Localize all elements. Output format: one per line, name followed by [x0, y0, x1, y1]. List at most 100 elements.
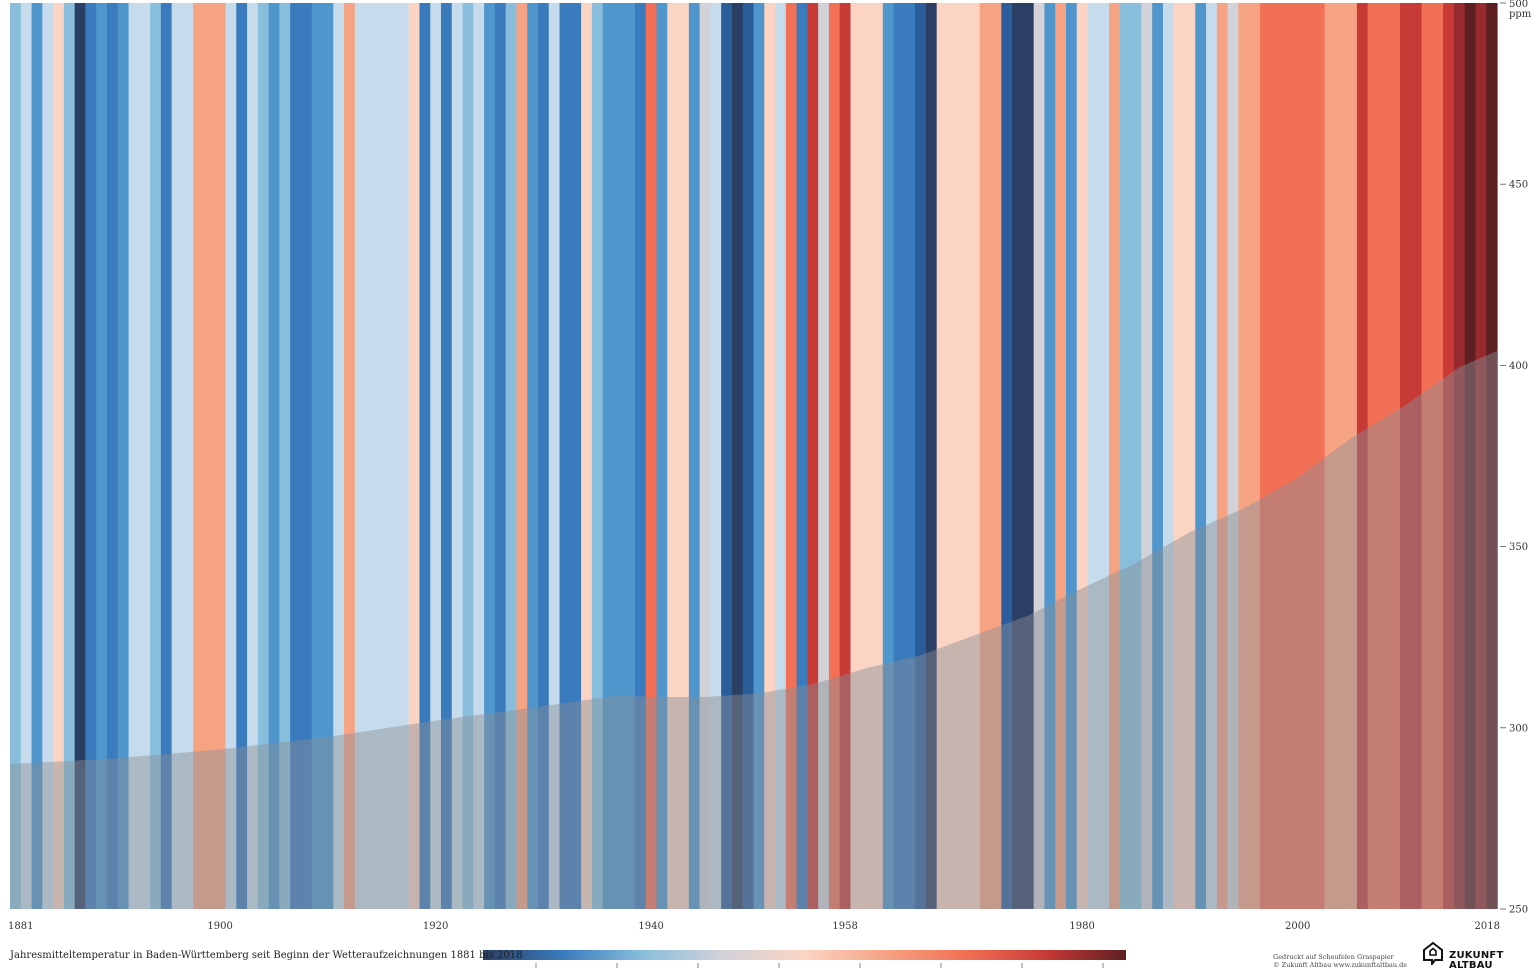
stripe-2014: [1443, 3, 1455, 909]
co2-axis: 250 300 350 400 450 500: [1500, 0, 1528, 916]
co2-tick-label-300: 300: [1509, 723, 1528, 734]
year-label-1958: 1958: [832, 921, 857, 932]
stripe-1947: [721, 3, 733, 909]
stripe-1970: [969, 3, 981, 909]
stripe-1938: [624, 3, 636, 909]
stripe-1983: [1109, 3, 1121, 909]
stripe-1901: [225, 3, 237, 909]
stripe-1943: [678, 3, 690, 909]
stripe-1987: [1152, 3, 1164, 909]
temperature-stripes: [10, 3, 1498, 909]
stripe-1981: [1087, 3, 1099, 909]
stripe-1989: [1173, 3, 1186, 909]
stripe-1914: [365, 3, 377, 909]
chart-caption: Jahresmitteltemperatur in Baden-Württemb…: [10, 950, 523, 961]
year-label-2000: 2000: [1285, 921, 1310, 932]
stripe-1945: [699, 3, 711, 909]
co2-area: [10, 350, 1497, 909]
stripe-2000: [1292, 3, 1304, 909]
stripe-1912: [344, 3, 356, 909]
year-label-1900: 1900: [207, 921, 232, 932]
stripe-1904: [257, 3, 270, 909]
stripe-1883: [31, 3, 43, 909]
stripe-1908: [300, 3, 313, 909]
stripe-1894: [150, 3, 162, 909]
co2-tick-label-350: 350: [1509, 542, 1528, 553]
stripe-1959: [850, 3, 862, 909]
stripe-1977: [1044, 3, 1056, 909]
stripe-1927: [505, 3, 518, 909]
stripe-2008: [1378, 3, 1390, 909]
stripe-1969: [958, 3, 970, 909]
stripe-1906: [279, 3, 291, 909]
year-label-1940: 1940: [638, 921, 663, 932]
stripe-2006: [1356, 3, 1369, 909]
stripe-1923: [462, 3, 474, 909]
co2-axis-unit: ppm: [1509, 9, 1532, 20]
stripe-1994: [1227, 3, 1239, 909]
stripe-1892: [128, 3, 140, 909]
stripe-1963: [893, 3, 905, 909]
stripe-2013: [1432, 3, 1444, 909]
year-label-1881: 1881: [8, 921, 33, 932]
stripe-1915: [376, 3, 388, 909]
logo-line2: ALTBAU: [1449, 960, 1493, 969]
stripe-1933: [570, 3, 582, 909]
stripe-1986: [1141, 3, 1153, 909]
stripe-1930: [537, 3, 550, 909]
stripe-1972: [990, 3, 1002, 909]
year-label-2018: 2018: [1475, 921, 1500, 932]
stripe-2017: [1475, 3, 1487, 909]
stripe-1889: [96, 3, 108, 909]
stripe-1985: [1130, 3, 1143, 909]
stripe-1999: [1281, 3, 1293, 909]
stripe-1885: [53, 3, 65, 909]
stripe-1913: [354, 3, 367, 909]
stripe-2003: [1324, 3, 1336, 909]
stripe-1949: [742, 3, 755, 909]
stripe-1939: [634, 3, 647, 909]
stripe-1893: [139, 3, 151, 909]
stripe-1916: [387, 3, 399, 909]
zukunft-altbau-logo: ZUKUNFT ALTBAU: [1422, 941, 1532, 969]
stripe-1921: [441, 3, 453, 909]
stripe-1997: [1259, 3, 1272, 909]
stripe-2015: [1453, 3, 1466, 909]
stripe-1937: [613, 3, 625, 909]
stripe-1881: [10, 3, 22, 909]
color-legend: [483, 950, 1126, 968]
stripe-1884: [42, 3, 54, 909]
year-label-1920: 1920: [423, 921, 448, 932]
stripe-1911: [333, 3, 345, 909]
stripe-1964: [904, 3, 916, 909]
printed-note-line2: © Zukunft Altbau www.zukunftaltbau.de: [1273, 961, 1408, 969]
stripe-1988: [1162, 3, 1175, 909]
stripe-1931: [548, 3, 561, 909]
stripe-2018: [1486, 3, 1498, 909]
co2-tick-label-250: 250: [1509, 905, 1528, 916]
stripe-1957: [828, 3, 841, 909]
stripe-1905: [268, 3, 280, 909]
stripe-1907: [290, 3, 302, 909]
stripe-1965: [915, 3, 927, 909]
stripe-1925: [484, 3, 496, 909]
stripe-1935: [591, 3, 604, 909]
stripe-1922: [451, 3, 464, 909]
stripe-1902: [236, 3, 248, 909]
stripe-1924: [473, 3, 485, 909]
stripe-1900: [214, 3, 227, 909]
stripe-2004: [1335, 3, 1347, 909]
stripe-1968: [947, 3, 959, 909]
stripe-1995: [1238, 3, 1250, 909]
stripe-2005: [1346, 3, 1358, 909]
stripe-1891: [117, 3, 130, 909]
stripe-2002: [1313, 3, 1326, 909]
stripe-1886: [63, 3, 76, 909]
stripe-1942: [667, 3, 679, 909]
stripe-1946: [710, 3, 722, 909]
stripe-1975: [1022, 3, 1035, 909]
stripe-1982: [1098, 3, 1110, 909]
stripe-1967: [936, 3, 949, 909]
year-axis: 1881 1900 1920 1940 1958 1980 2000 2018: [8, 921, 1500, 932]
